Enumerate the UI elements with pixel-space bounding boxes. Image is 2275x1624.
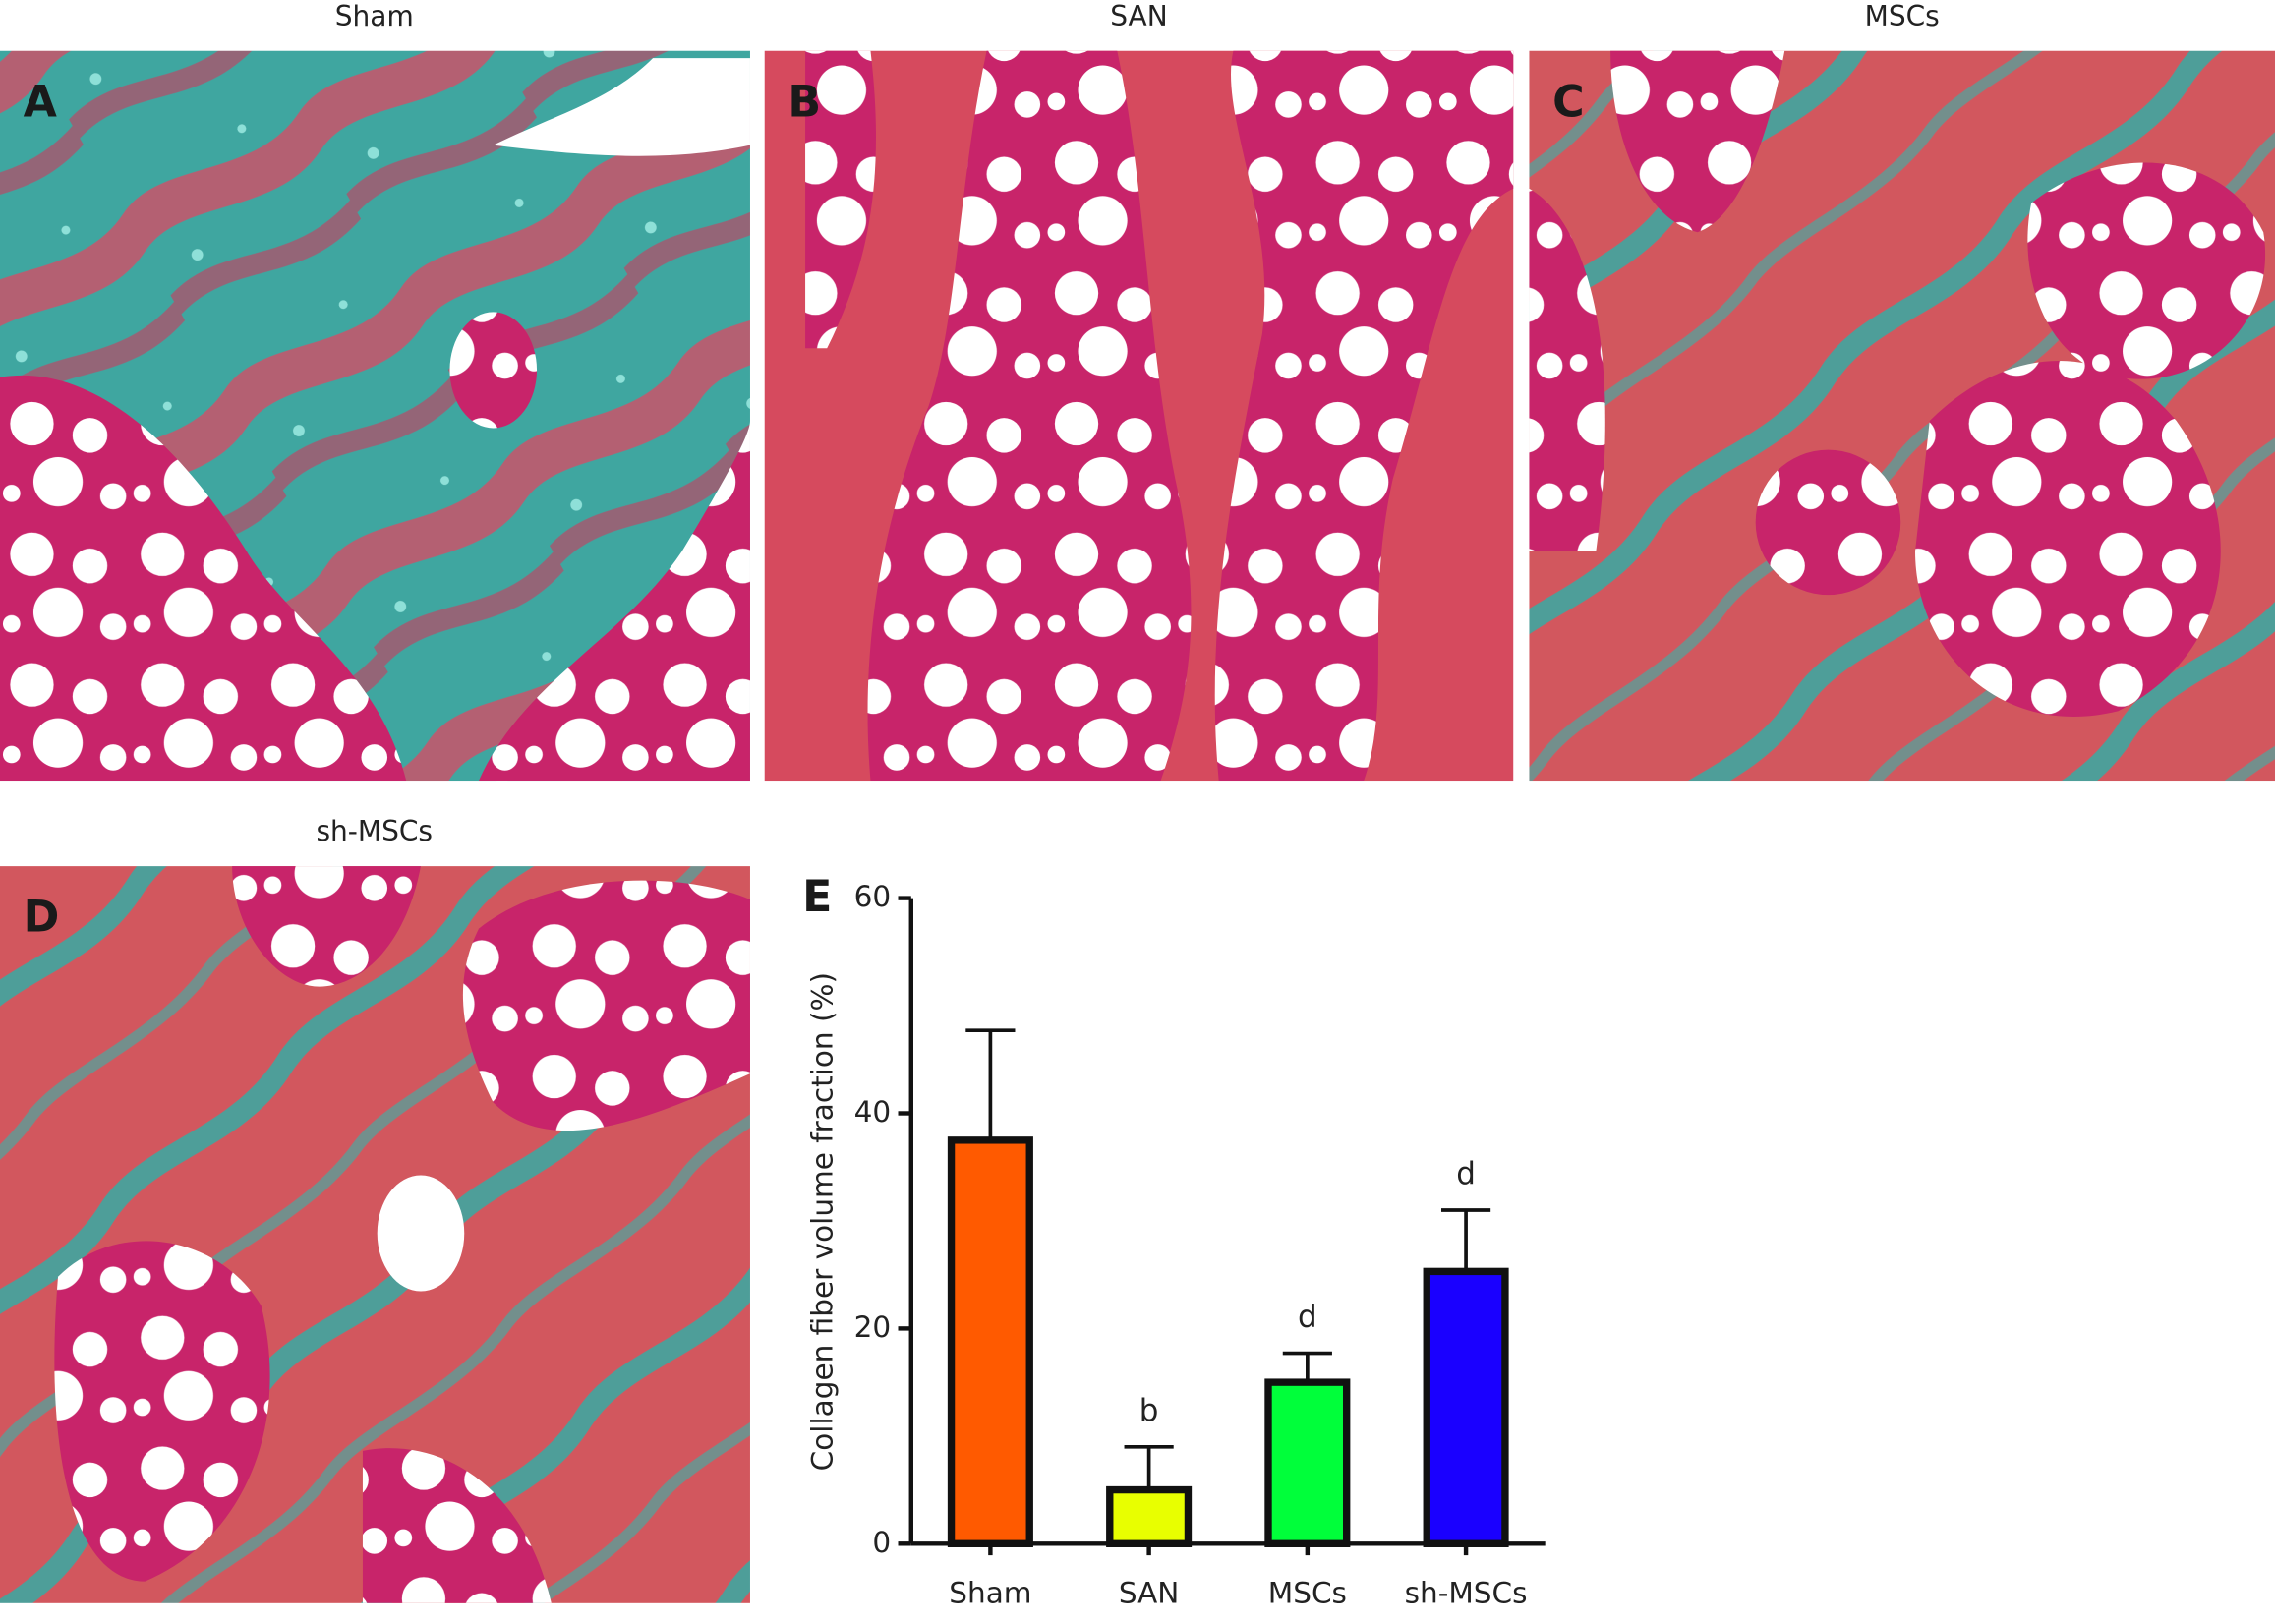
- panel-letter: B: [788, 77, 821, 127]
- marrow-region: [232, 866, 421, 987]
- panel-title: MSCs: [1865, 0, 1940, 32]
- significance-label: b: [1139, 1393, 1159, 1428]
- x-tick-label: SAN: [1119, 1576, 1180, 1609]
- marrow-region: [462, 880, 750, 1131]
- y-tick-label: 0: [872, 1526, 891, 1559]
- panel-title: sh-MSCs: [316, 815, 433, 847]
- marrow-region: [1755, 449, 1901, 596]
- marrow-region: [1214, 50, 1514, 782]
- y-tick-label: 60: [854, 880, 892, 913]
- marrow-region: [479, 421, 750, 782]
- significance-label: d: [1298, 1300, 1317, 1335]
- panel-letter: A: [24, 77, 58, 127]
- panel-letter: C: [1552, 77, 1585, 127]
- marrow-region: [867, 50, 1192, 782]
- panel-c: MSCs C: [1529, 0, 2275, 782]
- x-tick-label: Sham: [949, 1576, 1031, 1609]
- y-tick-label: 40: [854, 1095, 892, 1129]
- panel-b: SAN B: [764, 0, 1514, 782]
- significance-label: d: [1456, 1156, 1476, 1191]
- marrow-region: [0, 375, 407, 782]
- marrow-region: [449, 312, 538, 429]
- panel-letter: E: [802, 872, 832, 922]
- panel-a: Sham A: [0, 0, 750, 782]
- marrow-region: [1915, 361, 2221, 717]
- bar: [1423, 1267, 1509, 1547]
- panel-title: Sham: [335, 0, 414, 32]
- marrow-region: [2027, 162, 2266, 379]
- bar: [947, 1136, 1033, 1547]
- marrow-region: [1529, 188, 1605, 551]
- marrow-region: [362, 1448, 552, 1603]
- marrow-region: [1610, 50, 1785, 233]
- y-axis-label: Collagen fiber volume fraction (%): [806, 972, 840, 1471]
- bar: [1264, 1378, 1351, 1547]
- panel-title: SAN: [1110, 0, 1167, 32]
- bar-chart: E Collagen fiber volume fraction (%) 0 20…: [802, 872, 1546, 1609]
- x-tick-label: sh-MSCs: [1405, 1576, 1528, 1609]
- marrow-region: [377, 1175, 465, 1292]
- marrow-region: [54, 1241, 270, 1582]
- x-tick-label: MSCs: [1268, 1576, 1347, 1609]
- marrow-region: [805, 50, 876, 349]
- y-tick-label: 20: [854, 1310, 892, 1344]
- panel-d: sh-MSCs D: [0, 815, 750, 1603]
- bar: [1106, 1485, 1193, 1547]
- panel-letter: D: [24, 893, 60, 943]
- marrow-region: [493, 58, 750, 156]
